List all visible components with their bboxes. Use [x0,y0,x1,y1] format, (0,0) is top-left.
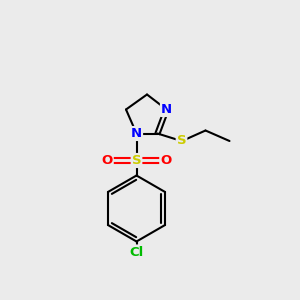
Text: S: S [177,134,186,148]
Text: N: N [161,103,172,116]
Text: N: N [131,127,142,140]
Text: Cl: Cl [129,245,144,259]
Text: S: S [132,154,141,167]
Text: O: O [101,154,113,167]
Text: O: O [160,154,172,167]
